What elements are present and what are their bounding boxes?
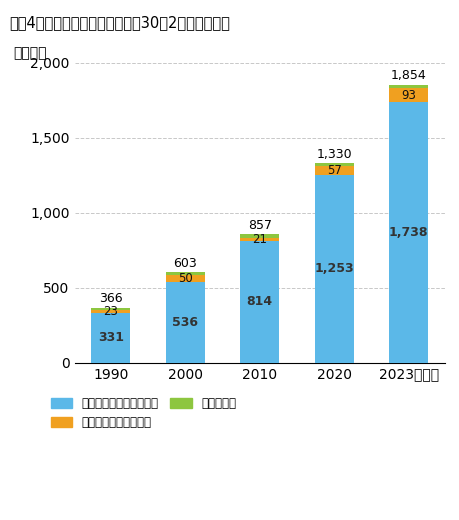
Text: 1,330: 1,330 <box>316 148 351 161</box>
Text: 1,253: 1,253 <box>314 263 353 276</box>
Bar <box>389 102 427 363</box>
Text: 50: 50 <box>178 272 192 285</box>
Text: 1,738: 1,738 <box>388 226 428 239</box>
Text: 93: 93 <box>401 89 415 102</box>
Text: 603: 603 <box>173 257 197 270</box>
Bar <box>314 166 353 175</box>
Text: 814: 814 <box>246 295 272 308</box>
Legend: 住宅・土地のための負債, 住宅・土地以外の負債, 月賦・年賦: 住宅・土地のための負債, 住宅・土地以外の負債, 月賦・年賦 <box>50 397 235 429</box>
Text: 図袆4　家計負債の種類別残高（30代2人以上世帯）: 図袆4 家計負債の種類別残高（30代2人以上世帯） <box>9 16 230 31</box>
Bar <box>240 241 279 363</box>
Bar <box>389 85 427 88</box>
Text: 21: 21 <box>252 232 267 245</box>
Text: 1,854: 1,854 <box>390 69 426 82</box>
Text: 536: 536 <box>172 316 198 329</box>
Bar <box>166 275 204 282</box>
Bar <box>314 163 353 166</box>
Bar <box>240 235 279 238</box>
Bar <box>314 175 353 363</box>
Bar <box>91 308 130 310</box>
Bar <box>91 313 130 363</box>
Text: 57: 57 <box>326 164 341 177</box>
Bar <box>166 272 204 275</box>
Bar <box>240 238 279 241</box>
Bar <box>91 310 130 313</box>
Text: 23: 23 <box>103 305 118 318</box>
Y-axis label: （万円）: （万円） <box>13 46 47 60</box>
Text: 331: 331 <box>97 331 123 344</box>
Bar <box>389 88 427 102</box>
Text: 857: 857 <box>247 218 271 231</box>
Text: 366: 366 <box>99 292 122 305</box>
Bar <box>166 282 204 363</box>
